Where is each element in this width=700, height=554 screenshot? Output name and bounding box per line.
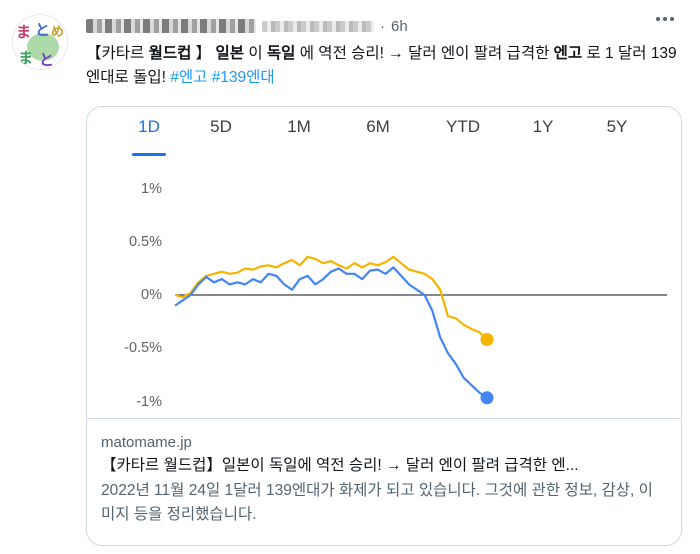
tweet-text-segment: 이 bbox=[244, 45, 267, 62]
card-meta[interactable]: matomame.jp 【카타르 월드컵】일본이 독일에 역전 승리! → 달러… bbox=[87, 418, 681, 545]
avatar[interactable]: ま と め ま とめ bbox=[12, 14, 68, 70]
avatar-background-shape bbox=[27, 33, 59, 61]
tweet-header: · 6h bbox=[86, 14, 408, 38]
link-card[interactable]: 1D 5D 1M 6M YTD 1Y 5Y 1% 0.5% 0% -0.5% -… bbox=[86, 106, 682, 546]
separator-dot: · bbox=[380, 17, 385, 35]
avatar-glyph: とめ bbox=[39, 51, 55, 69]
series-line bbox=[174, 255, 488, 341]
hashtag-link[interactable]: #139엔대 bbox=[211, 69, 275, 86]
range-tab[interactable]: 1M bbox=[287, 117, 311, 136]
avatar-glyph: と bbox=[35, 21, 51, 39]
card-domain: matomame.jp bbox=[101, 434, 192, 451]
y-axis-tick-label: 0% bbox=[141, 287, 162, 303]
card-title: 【카타르 월드컵】일본이 독일에 역전 승리! → 달러 엔이 팔려 급격한 엔… bbox=[101, 457, 579, 474]
series-layer bbox=[174, 255, 494, 405]
range-tabs: 1D 5D 1M 6M YTD 1Y 5Y bbox=[87, 117, 681, 156]
range-tab[interactable]: 1D bbox=[138, 117, 160, 136]
range-tab[interactable]: 6M bbox=[366, 117, 390, 136]
range-tab[interactable]: 5Y bbox=[606, 117, 628, 136]
line-chart: 1% 0.5% 0% -0.5% -1% bbox=[124, 181, 667, 410]
series-line bbox=[174, 266, 488, 399]
card-description: 2022년 11월 24일 1달러 139엔대가 화제가 되고 있습니다. 그것… bbox=[101, 482, 653, 523]
tweet-text-segment: 【카타르 bbox=[86, 45, 149, 62]
display-name-redacted[interactable] bbox=[86, 19, 256, 33]
tweet-text-bold: 엔고 bbox=[553, 45, 583, 62]
hashtag-link[interactable]: #엔고 bbox=[170, 69, 208, 86]
tweet-text: 【카타르 월드컵 】 일본 이 독일 에 역전 승리! → 달러 엔이 팔려 급… bbox=[86, 42, 686, 90]
range-tab[interactable]: 1Y bbox=[532, 117, 554, 136]
avatar-glyph: ま bbox=[18, 49, 34, 67]
tweet-text-bold: 일본 bbox=[215, 45, 245, 62]
card-image-chart: 1D 5D 1M 6M YTD 1Y 5Y 1% 0.5% 0% -0.5% -… bbox=[87, 107, 681, 418]
range-tab[interactable]: 5D bbox=[210, 117, 232, 136]
more-horizontal-icon[interactable] bbox=[656, 17, 674, 21]
tweet-text-segment: 로 1 달러 139 엔대로 돌입! bbox=[86, 45, 677, 86]
handle-redacted[interactable] bbox=[262, 20, 374, 32]
range-tab[interactable]: YTD bbox=[446, 117, 480, 136]
tweet-text-segment: 에 역전 승리! → 달러 엔이 팔려 급격한 bbox=[295, 45, 554, 62]
tweet-text-segment: 】 bbox=[191, 45, 216, 62]
tweet-text-bold: 독일 bbox=[266, 45, 296, 62]
series-end-point bbox=[480, 333, 494, 346]
series-end-point bbox=[480, 391, 494, 405]
avatar-glyph: め bbox=[51, 25, 65, 40]
avatar-glyph: ま bbox=[16, 23, 32, 41]
tweet-timestamp[interactable]: 6h bbox=[391, 17, 408, 35]
y-axis-tick-label: -1% bbox=[136, 394, 162, 410]
y-axis-tick-label: 1% bbox=[141, 181, 162, 197]
tweet-text-bold: 월드컵 bbox=[148, 45, 192, 62]
y-axis-tick-label: 0.5% bbox=[129, 234, 162, 250]
y-axis-tick-label: -0.5% bbox=[124, 340, 162, 356]
active-tab-indicator bbox=[132, 153, 166, 156]
